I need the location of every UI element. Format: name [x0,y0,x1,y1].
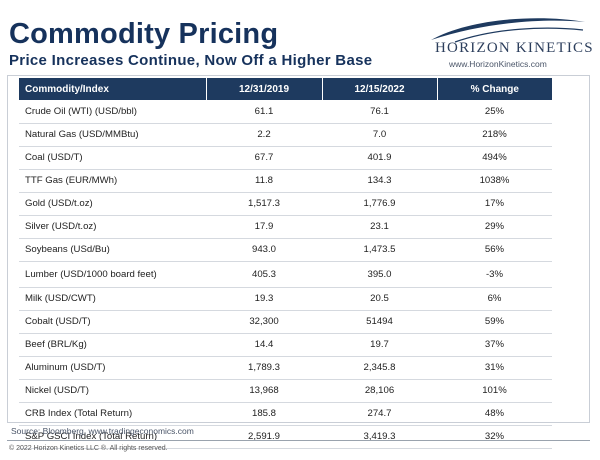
value-2019-cell: 32,300 [206,310,322,334]
value-2022-cell: 76.1 [322,100,437,124]
value-2019-cell: 17.9 [206,215,322,239]
pct-change-cell: 56% [437,238,552,262]
pct-change-cell: 494% [437,146,552,170]
logo-url: www.HorizonKinetics.com [449,59,547,69]
pct-change-cell: 32% [437,425,552,449]
page-title: Commodity Pricing [9,18,279,50]
value-2019-cell: 19.3 [206,287,322,311]
page-subtitle: Price Increases Continue, Now Off a High… [9,52,373,69]
table-row: Silver (USD/t.oz) 17.9 23.1 29% [19,215,552,239]
commodity-name-cell: Natural Gas (USD/MMBtu) [19,123,206,147]
commodity-name-cell: Silver (USD/t.oz) [19,215,206,239]
column-header-commodity: Commodity/Index [19,78,207,100]
table-header-row: Commodity/Index 12/31/2019 12/15/2022 % … [19,78,552,100]
pct-change-cell: 31% [437,356,552,380]
value-2022-cell: 51494 [322,310,437,334]
value-2022-cell: 134.3 [322,169,437,193]
commodity-name-cell: Aluminum (USD/T) [19,356,206,380]
pct-change-cell: 48% [437,402,552,426]
value-2022-cell: 7.0 [322,123,437,147]
value-2019-cell: 13,968 [206,379,322,403]
commodity-name-cell: Crude Oil (WTI) (USD/bbl) [19,100,206,124]
value-2022-cell: 395.0 [322,261,437,288]
value-2022-cell: 2,345.8 [322,356,437,380]
table-row: Beef (BRL/Kg) 14.4 19.7 37% [19,333,552,357]
source-note: Source: Bloomberg, www.tradingeconomics.… [11,426,194,436]
footer-divider [7,440,590,441]
pct-change-cell: 17% [437,192,552,216]
table-row: Nickel (USD/T) 13,968 28,106 101% [19,379,552,403]
table-row: Milk (USD/CWT) 19.3 20.5 6% [19,287,552,311]
table-row: Aluminum (USD/T) 1,789.3 2,345.8 31% [19,356,552,380]
pct-change-cell: 25% [437,100,552,124]
value-2019-cell: 14.4 [206,333,322,357]
value-2022-cell: 28,106 [322,379,437,403]
commodity-name-cell: TTF Gas (EUR/MWh) [19,169,206,193]
value-2022-cell: 1,776.9 [322,192,437,216]
value-2019-cell: 1,789.3 [206,356,322,380]
table-row: Soybeans (USd/Bu) 943.0 1,473.5 56% [19,238,552,262]
pct-change-cell: 6% [437,287,552,311]
column-header-date-2022: 12/15/2022 [322,78,438,100]
table-row: Crude Oil (WTI) (USD/bbl) 61.1 76.1 25% [19,100,552,124]
value-2022-cell: 20.5 [322,287,437,311]
value-2019-cell: 1,517.3 [206,192,322,216]
value-2022-cell: 3,419.3 [322,425,437,449]
pct-change-cell: 101% [437,379,552,403]
commodity-name-cell: Cobalt (USD/T) [19,310,206,334]
commodity-pricing-table: Commodity/Index 12/31/2019 12/15/2022 % … [19,78,552,449]
commodity-name-cell: Milk (USD/CWT) [19,287,206,311]
pricing-table-frame: Commodity/Index 12/31/2019 12/15/2022 % … [7,75,590,449]
table-row: Coal (USD/T) 67.7 401.9 494% [19,146,552,170]
commodity-name-cell: Nickel (USD/T) [19,379,206,403]
value-2019-cell: 943.0 [206,238,322,262]
table-row: CRB Index (Total Return) 185.8 274.7 48% [19,402,552,426]
company-logo: HORIZON KINETICS www.HorizonKinetics.com [425,12,593,72]
value-2022-cell: 1,473.5 [322,238,437,262]
pct-change-cell: 37% [437,333,552,357]
pct-change-cell: -3% [437,261,552,288]
value-2019-cell: 11.8 [206,169,322,193]
commodity-name-cell: Gold (USD/t.oz) [19,192,206,216]
value-2019-cell: 67.7 [206,146,322,170]
table-body: Crude Oil (WTI) (USD/bbl) 61.1 76.1 25% Natu… [19,100,552,449]
commodity-name-cell: Soybeans (USd/Bu) [19,238,206,262]
column-header-pct-change: % Change [437,78,552,100]
value-2019-cell: 405.3 [206,261,322,288]
value-2019-cell: 61.1 [206,100,322,124]
value-2022-cell: 23.1 [322,215,437,239]
table-row: Cobalt (USD/T) 32,300 51494 59% [19,310,552,334]
commodity-name-cell: Beef (BRL/Kg) [19,333,206,357]
value-2019-cell: 185.8 [206,402,322,426]
table-row: Lumber (USD/1000 board feet) 405.3 395.0 -3… [19,261,552,288]
commodity-name-cell: Lumber (USD/1000 board feet) [19,261,206,288]
value-2022-cell: 19.7 [322,333,437,357]
table-row: Natural Gas (USD/MMBtu) 2.2 7.0 218% [19,123,552,147]
commodity-name-cell: S&P GSCI Index (Total Return) [19,425,206,449]
table-row: S&P GSCI Index (Total Return) 2,591.9 3,41… [19,425,552,449]
value-2022-cell: 274.7 [322,402,437,426]
value-2022-cell: 401.9 [322,146,437,170]
value-2019-cell: 2,591.9 [206,425,322,449]
table-row: TTF Gas (EUR/MWh) 11.8 134.3 1038% [19,169,552,193]
pct-change-cell: 59% [437,310,552,334]
commodity-name-cell: Coal (USD/T) [19,146,206,170]
pct-change-cell: 218% [437,123,552,147]
table-row: Gold (USD/t.oz) 1,517.3 1,776.9 17% [19,192,552,216]
logo-wordmark: HORIZON KINETICS [435,40,594,56]
pct-change-cell: 1038% [437,169,552,193]
column-header-date-2019: 12/31/2019 [206,78,323,100]
horizon-swoosh-icon [431,18,585,43]
copyright-note: © 2022 Horizon Kinetics LLC ®. All right… [9,445,168,452]
commodity-name-cell: CRB Index (Total Return) [19,402,206,426]
value-2019-cell: 2.2 [206,123,322,147]
pct-change-cell: 29% [437,215,552,239]
